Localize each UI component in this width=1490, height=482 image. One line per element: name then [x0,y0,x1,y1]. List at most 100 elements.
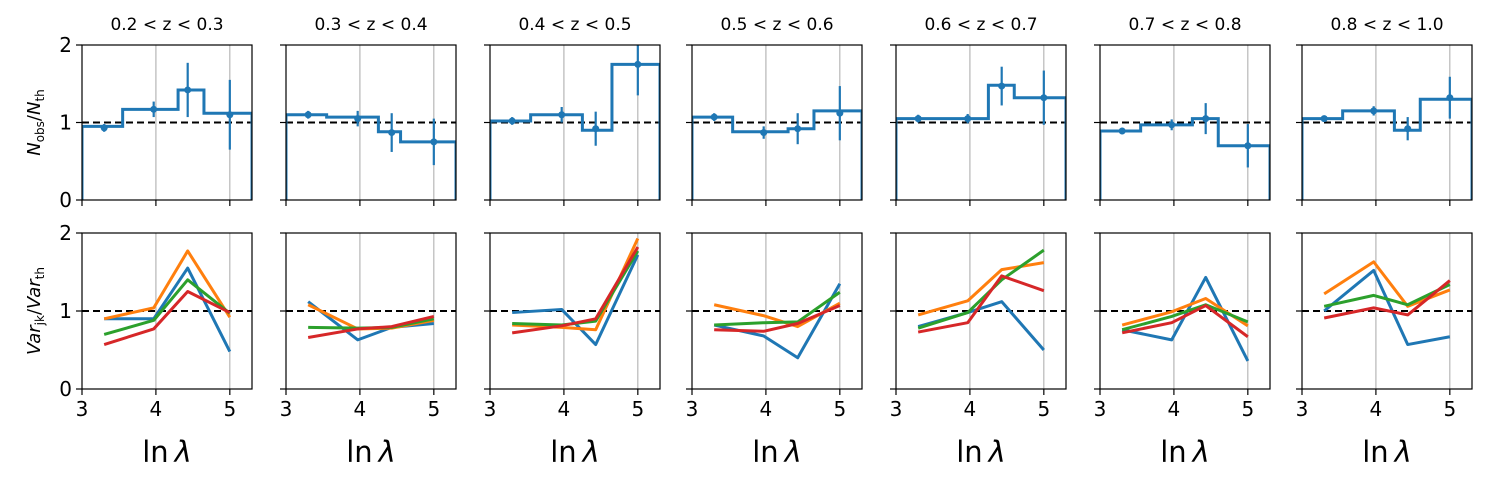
plot-area [511,237,640,347]
top-axes [1094,44,1271,206]
plot-area [286,110,456,200]
x-tick-label: 3 [890,397,903,421]
variance-line-1 [1121,275,1250,362]
variance-line-4 [1323,279,1451,320]
variance-line-3 [714,291,841,327]
x-tick-label: 3 [1296,397,1309,421]
x-tick-label: 3 [76,397,89,421]
x-axis-label-func: ln [956,435,982,469]
x-tick-label: 3 [1094,397,1107,421]
panel-title: 0.4 < z < 0.5 [518,15,631,35]
variance-line-4 [103,290,231,346]
ratio-step [692,109,862,200]
y-tick-label: 0 [59,377,72,401]
ratio-step [1302,97,1472,200]
top-axes: 0 1 2 [59,33,253,212]
x-tick-label: 5 [1443,397,1456,421]
variance-line-4 [1121,304,1249,338]
panel-title: 0.7 < z < 0.8 [1128,15,1241,35]
plot-area [103,249,232,353]
y-tick-label: 1 [59,111,72,135]
x-axis-label: ln λ [346,435,396,469]
data-point [1244,142,1252,150]
variance-line-3 [103,278,231,336]
panel-5: 0.7 < z < 0.8 3 4 5 ln λ [1094,15,1271,469]
data-point [1168,121,1176,129]
variance-line-3 [917,248,1045,330]
bottom-axes: 3 4 5 [686,232,863,421]
data-point [1370,107,1378,115]
x-axis-label-var: λ [581,435,600,469]
panel-title: 0.2 < z < 0.3 [110,15,223,35]
top-axes [484,44,661,206]
top-row-y-label: Nobs/Nth [24,89,47,156]
x-axis-label: ln λ [1160,435,1210,469]
data-point [964,115,972,123]
x-tick-label: 5 [631,397,644,421]
data-point [304,111,312,119]
variance-line-3 [1121,303,1249,332]
data-point [1202,115,1210,123]
data-point [836,109,844,117]
data-point [1446,94,1454,102]
plot-area [896,66,1066,200]
x-axis-label-var: λ [377,435,396,469]
x-axis-label-func: ln [1160,435,1186,469]
data-point [998,82,1006,90]
plot-area [307,300,435,342]
panel-1: 0.3 < z < 0.4 3 4 5 ln λ [280,15,457,469]
ratio-step [490,62,660,200]
data-point [710,113,718,121]
data-point [508,117,516,125]
plot-area [1100,103,1270,200]
plot-area [917,248,1045,351]
panel-title: 0.6 < z < 0.7 [924,15,1037,35]
x-axis-label-func: ln [550,435,576,469]
panel-0: 0.2 < z < 0.3 0 1 2 3 4 5 0 1 2 ln λ [59,15,253,469]
data-point [760,129,768,137]
x-axis-label-var: λ [987,435,1006,469]
bottom-axes: 3 4 5 [280,232,457,421]
variance-line-2 [103,249,232,321]
x-tick-label: 4 [150,397,163,421]
variance-line-3 [1323,283,1451,308]
data-point [150,105,158,113]
data-point [558,111,566,119]
x-axis-label-func: ln [142,435,168,469]
ratio-step [286,113,456,200]
variance-line-1 [512,254,640,347]
bottom-axes: 3 4 5 [1296,232,1473,421]
panel-3: 0.5 < z < 0.6 3 4 5 ln λ [686,15,863,469]
data-point [100,124,108,132]
data-point [914,115,922,123]
x-tick-label: 4 [760,397,773,421]
x-axis-label-var: λ [173,435,192,469]
variance-line-4 [307,315,435,339]
plot-area [490,45,660,200]
data-point [226,111,234,119]
bottom-row-y-label: Varjk/Varth [24,267,47,355]
plot-area [1323,260,1451,347]
plot-area [1121,275,1250,362]
variance-line-4 [714,304,841,333]
data-point [592,125,600,133]
ratio-step [1100,117,1270,200]
x-axis-label: ln λ [550,435,600,469]
x-axis-label: ln λ [956,435,1006,469]
x-axis-label-var: λ [1191,435,1210,469]
x-axis-label-func: ln [346,435,372,469]
x-axis-label: ln λ [142,435,192,469]
variance-line-1 [1323,268,1451,347]
x-axis-label-var: λ [783,435,802,469]
panel-4: 0.6 < z < 0.7 3 4 5 ln λ [890,15,1067,469]
x-tick-label: 4 [558,397,571,421]
top-axes [1296,44,1473,206]
bottom-axes: 3 4 5 [484,232,661,421]
plot-area [692,86,862,200]
variance-line-4 [917,274,1045,334]
x-tick-label: 3 [484,397,497,421]
plot-area [1302,76,1472,200]
data-point [1404,125,1412,133]
bottom-axes: 3 4 5 0 1 2 [59,221,253,421]
y-tick-label: 0 [59,188,72,212]
